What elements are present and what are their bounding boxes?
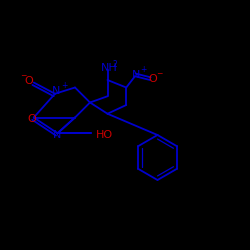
Text: +: + <box>140 66 147 74</box>
Text: HO: HO <box>96 130 114 140</box>
Text: N: N <box>53 130 62 140</box>
Text: O: O <box>148 74 157 84</box>
Text: −: − <box>156 69 163 78</box>
Text: −: − <box>20 71 26 80</box>
Text: NH: NH <box>101 63 118 73</box>
Text: N: N <box>52 86 60 96</box>
Text: N: N <box>132 70 140 80</box>
Text: +: + <box>61 81 67 90</box>
Text: O: O <box>28 114 36 124</box>
Text: O: O <box>24 76 33 86</box>
Text: 2: 2 <box>112 60 117 69</box>
